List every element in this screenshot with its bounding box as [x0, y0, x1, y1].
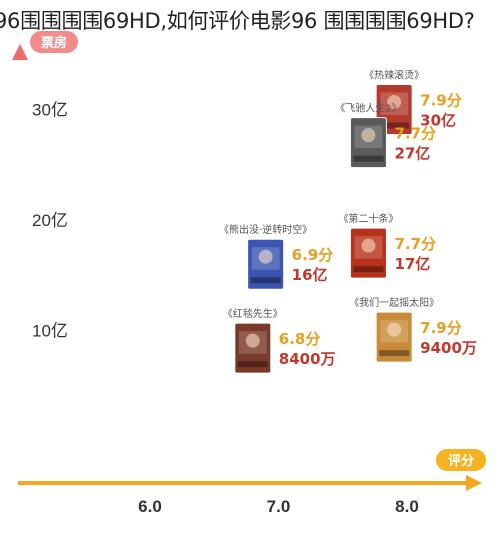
- movie-poster: [349, 227, 387, 279]
- box-office-label: 27亿: [394, 145, 430, 163]
- poster-figure: [387, 95, 402, 109]
- y-tick-label: 20亿: [32, 211, 68, 230]
- poster-figure: [361, 128, 376, 143]
- film-title-label: 《第二十条》: [338, 212, 398, 225]
- box-office-label: 17亿: [394, 255, 430, 273]
- y-tick-label: 30亿: [32, 101, 68, 120]
- poster-caption: [379, 350, 410, 357]
- movie-poster: [247, 238, 285, 290]
- y-axis-title-badge: [30, 31, 78, 53]
- data-point: 《熊出没·逆转时空》 6.9分 16亿: [219, 223, 334, 290]
- film-title-label: 《熊出没·逆转时空》: [219, 223, 312, 236]
- film-title-label: 《飞驰人生2》: [335, 102, 401, 115]
- x-axis-arrow: [466, 475, 482, 491]
- x-tick-label: 7.0: [267, 497, 291, 516]
- x-axis-title: 评分: [448, 453, 474, 469]
- score-label: 7.9分: [420, 92, 462, 110]
- poster-caption: [250, 277, 281, 284]
- poster-figure: [387, 322, 402, 337]
- page-title: 96围围围围69HD,如何评价电影96 围围围围69HD?: [0, 9, 475, 33]
- box-office-label: 9400万: [420, 339, 477, 357]
- score-label: 7.7分: [394, 235, 436, 253]
- movie-poster: [349, 117, 387, 169]
- y-axis-arrow: [12, 44, 28, 60]
- poster-caption: [353, 155, 384, 162]
- tick-labels: 10亿 20亿 30亿 6.0 7.0 8.0: [32, 101, 419, 517]
- score-label: 7.7分: [394, 125, 436, 143]
- poster-caption: [379, 122, 410, 129]
- data-point: 《第二十条》 7.7分 17亿: [338, 212, 436, 279]
- film-title-label: 《我们一起摇太阳》: [349, 296, 439, 309]
- score-label: 7.9分: [420, 319, 462, 337]
- box-office-label: 16亿: [292, 266, 328, 284]
- poster-figure: [258, 249, 273, 264]
- data-points: 《热辣滚烫》 7.9分 30亿 《飞驰人生2》 7.7分 27亿《第二十条》 7.7分 17亿…: [219, 69, 477, 374]
- poster-figure: [245, 333, 260, 348]
- film-title-label: 《红毯先生》: [223, 307, 283, 320]
- data-point: 《飞驰人生2》 7.7分 27亿: [335, 102, 436, 169]
- x-tick-label: 6.0: [138, 497, 162, 516]
- score-label: 6.8分: [279, 330, 321, 348]
- poster-caption: [237, 361, 268, 368]
- x-axis-title-badge: [436, 449, 486, 471]
- y-tick-label: 10亿: [32, 322, 68, 341]
- film-title-label: 《热辣滚烫》: [364, 69, 424, 82]
- poster-caption: [353, 266, 384, 273]
- x-tick-label: 8.0: [395, 497, 419, 516]
- movie-poster: [375, 311, 413, 363]
- movie-poster: [234, 322, 272, 374]
- box-office-label: 8400万: [279, 350, 336, 368]
- poster-figure: [361, 238, 376, 253]
- box-office-label: 30亿: [420, 112, 456, 130]
- score-label: 6.9分: [292, 246, 334, 264]
- y-axis-title: 票房: [41, 35, 67, 51]
- data-point: 《我们一起摇太阳》 7.9分 9400万: [349, 296, 477, 363]
- data-point: 《红毯先生》 6.8分 8400万: [223, 307, 336, 374]
